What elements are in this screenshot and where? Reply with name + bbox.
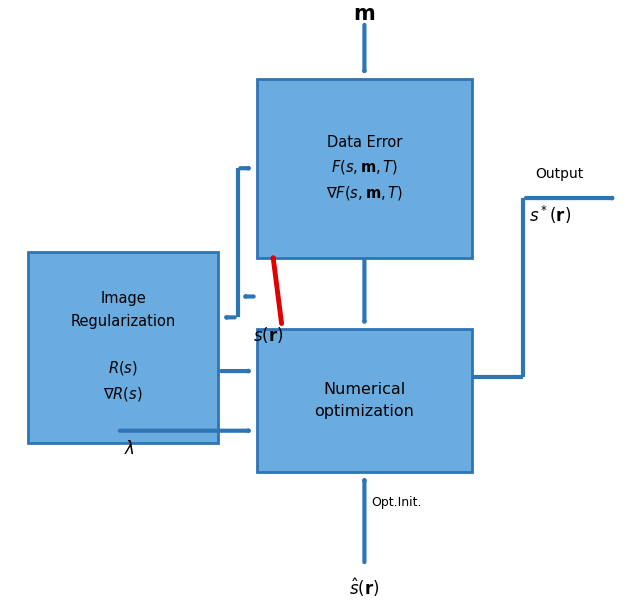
Text: Data Error
$F(s,\mathbf{m},T)$
$\nabla F(s,\mathbf{m},T)$: Data Error $F(s,\mathbf{m},T)$ $\nabla F…: [326, 134, 403, 202]
Text: Numerical
optimization: Numerical optimization: [314, 382, 414, 420]
FancyBboxPatch shape: [257, 330, 472, 472]
Text: $s(\mathbf{r})$: $s(\mathbf{r})$: [253, 325, 284, 345]
Text: $\hat{s}(\mathbf{r})$: $\hat{s}(\mathbf{r})$: [349, 577, 380, 599]
Text: Opt.Init.: Opt.Init.: [371, 496, 421, 510]
Text: $s^*(\mathbf{r})$: $s^*(\mathbf{r})$: [529, 204, 572, 226]
Text: Image
Regularization

$R(s)$
$\nabla R(s)$: Image Regularization $R(s)$ $\nabla R(s)…: [70, 291, 176, 403]
FancyBboxPatch shape: [28, 252, 218, 443]
FancyBboxPatch shape: [257, 79, 472, 258]
Text: $\mathbf{m}$: $\mathbf{m}$: [353, 4, 376, 24]
Text: $\lambda$: $\lambda$: [124, 440, 135, 458]
Text: Output: Output: [536, 167, 584, 181]
